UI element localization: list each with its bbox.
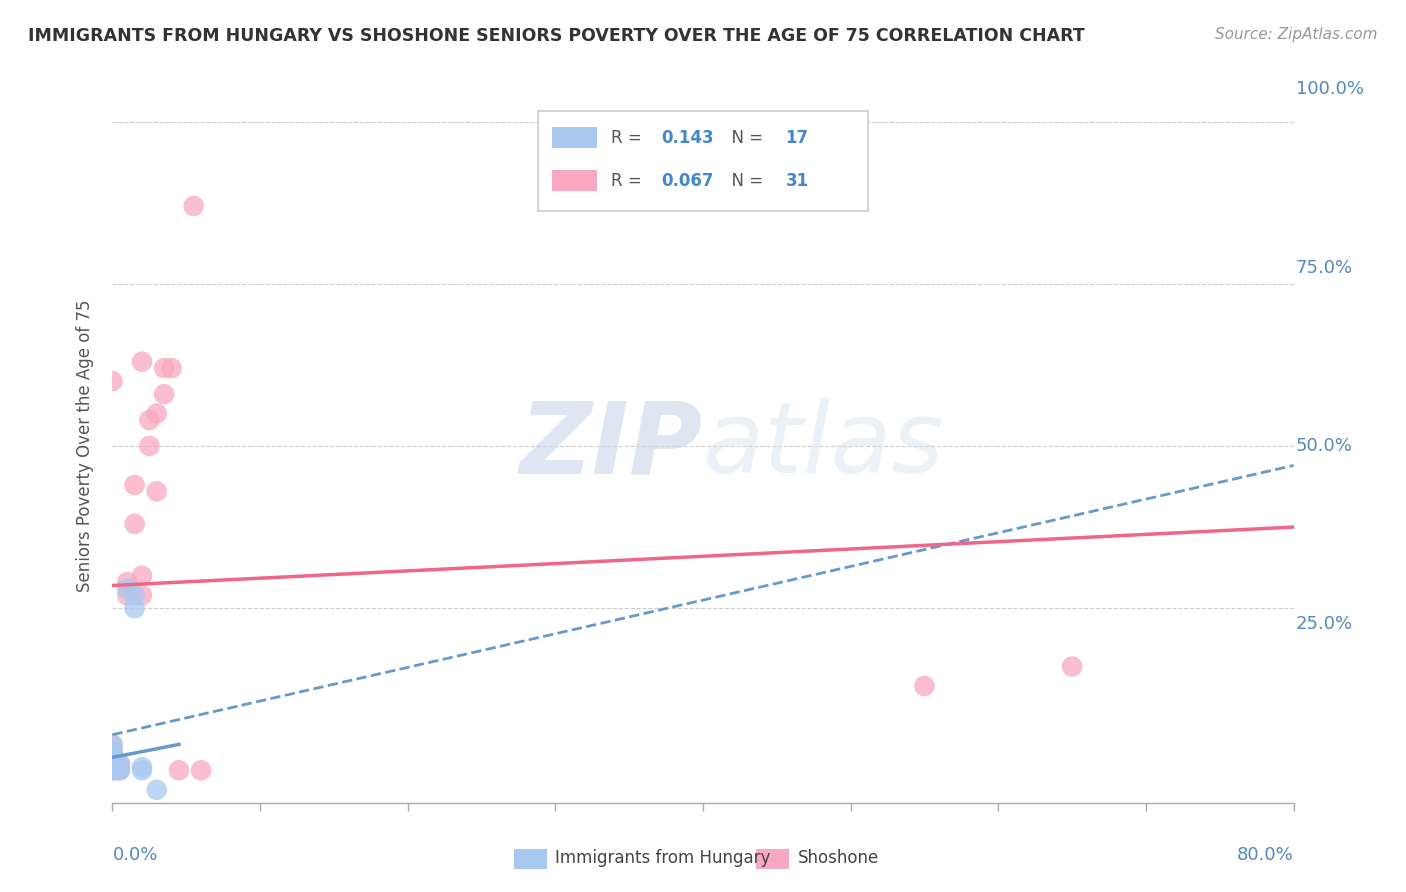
Bar: [756, 849, 789, 869]
Point: [138, 413, 160, 427]
Text: Shoshone: Shoshone: [797, 849, 879, 867]
Point: [101, 754, 124, 768]
Text: atlas: atlas: [703, 398, 945, 494]
Text: 100.0%: 100.0%: [1296, 80, 1364, 98]
Point: [124, 601, 146, 615]
Point: [101, 756, 124, 771]
Y-axis label: Seniors Poverty Over the Age of 75: Seniors Poverty Over the Age of 75: [76, 300, 94, 592]
Text: 0.067: 0.067: [662, 171, 714, 189]
Point: [183, 199, 205, 213]
Point: [131, 588, 153, 602]
Point: [131, 354, 153, 368]
Text: 0.0%: 0.0%: [112, 846, 157, 863]
Bar: [551, 127, 596, 148]
Point: [124, 478, 146, 492]
Point: [914, 679, 936, 693]
Point: [108, 760, 131, 774]
Bar: [515, 849, 547, 869]
Text: 0.143: 0.143: [662, 128, 714, 146]
Point: [117, 575, 138, 590]
Point: [101, 754, 124, 768]
FancyBboxPatch shape: [537, 111, 869, 211]
Point: [131, 764, 153, 778]
Text: 31: 31: [786, 171, 808, 189]
Point: [124, 516, 146, 531]
Point: [101, 747, 124, 761]
Point: [101, 374, 124, 388]
Point: [101, 750, 124, 764]
Text: 75.0%: 75.0%: [1296, 259, 1353, 277]
Point: [101, 764, 124, 778]
Text: 50.0%: 50.0%: [1296, 437, 1353, 455]
Point: [146, 407, 169, 421]
Text: Immigrants from Hungary: Immigrants from Hungary: [555, 849, 770, 867]
Point: [108, 764, 131, 778]
Text: 80.0%: 80.0%: [1237, 846, 1294, 863]
Point: [117, 582, 138, 596]
Point: [101, 744, 124, 758]
Text: ZIP: ZIP: [520, 398, 703, 494]
Text: 25.0%: 25.0%: [1296, 615, 1353, 633]
Point: [101, 744, 124, 758]
Point: [101, 738, 124, 752]
Point: [131, 760, 153, 774]
Point: [138, 439, 160, 453]
Text: R =: R =: [610, 171, 647, 189]
Text: Source: ZipAtlas.com: Source: ZipAtlas.com: [1215, 27, 1378, 42]
Point: [108, 760, 131, 774]
Point: [160, 361, 183, 376]
Point: [167, 764, 190, 778]
Point: [101, 738, 124, 752]
Point: [101, 750, 124, 764]
Point: [101, 760, 124, 774]
Point: [153, 361, 176, 376]
Point: [124, 588, 146, 602]
Text: 17: 17: [786, 128, 808, 146]
Point: [101, 756, 124, 771]
Point: [146, 782, 169, 797]
Point: [153, 387, 176, 401]
Point: [117, 588, 138, 602]
Point: [190, 764, 212, 778]
Point: [108, 764, 131, 778]
Bar: [551, 169, 596, 191]
Text: N =: N =: [721, 128, 768, 146]
Text: IMMIGRANTS FROM HUNGARY VS SHOSHONE SENIORS POVERTY OVER THE AGE OF 75 CORRELATI: IMMIGRANTS FROM HUNGARY VS SHOSHONE SENI…: [28, 27, 1085, 45]
Point: [101, 747, 124, 761]
Point: [101, 760, 124, 774]
Point: [131, 568, 153, 582]
Text: R =: R =: [610, 128, 647, 146]
Point: [101, 764, 124, 778]
Point: [1062, 659, 1084, 673]
Point: [108, 756, 131, 771]
Point: [108, 756, 131, 771]
Text: N =: N =: [721, 171, 768, 189]
Point: [146, 484, 169, 499]
